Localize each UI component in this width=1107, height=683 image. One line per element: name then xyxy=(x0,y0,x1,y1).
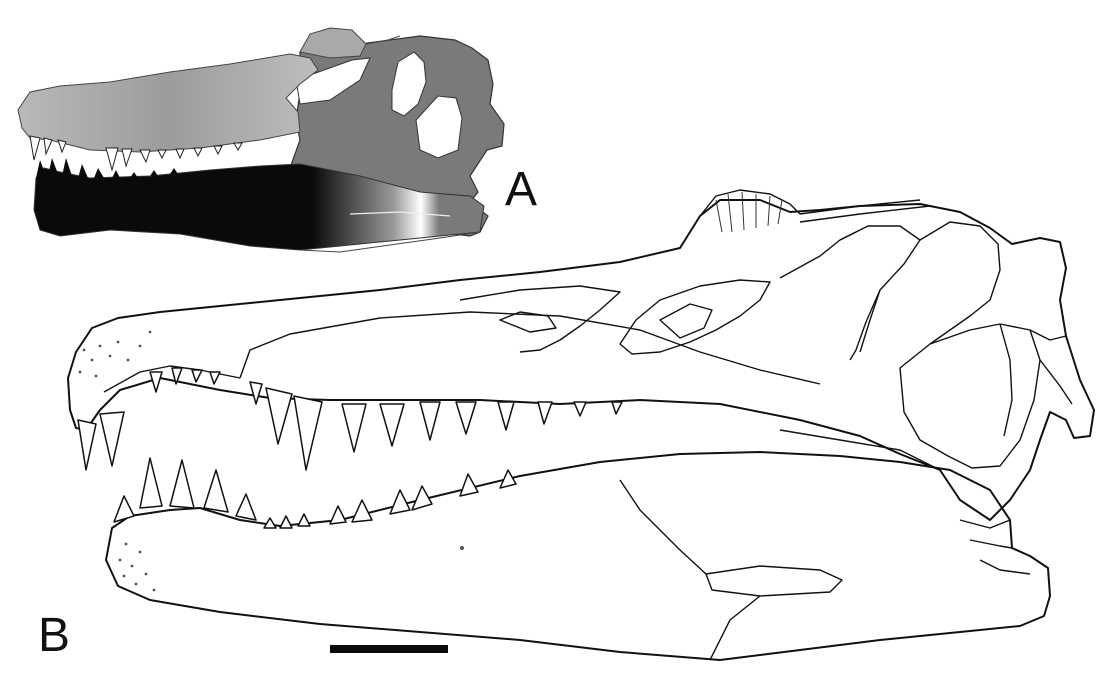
panel-b-maxilla-line xyxy=(239,311,821,385)
panel-b-quadrate xyxy=(1039,359,1073,441)
panel-b-skull xyxy=(67,189,1095,661)
panel-a-orbit xyxy=(391,51,427,117)
panel-b-maxillary-fenestra xyxy=(659,303,713,339)
panel-b-cranium xyxy=(67,199,1095,521)
panel-a-nasal-crest xyxy=(299,27,367,59)
panel-b-jugal xyxy=(779,289,941,471)
panel-b-surangular-line xyxy=(619,479,707,575)
panel-b-dentary-foramina xyxy=(118,542,156,592)
panel-b-postorbital xyxy=(919,221,1001,345)
panel-b-crest-ridges xyxy=(715,191,783,233)
panel-b-infratemporal-fenestra xyxy=(899,323,1041,469)
panel-a-jaw-line xyxy=(349,211,451,217)
panel-a-upper-teeth xyxy=(29,135,243,172)
panel-b-antorbital-fenestra xyxy=(619,279,771,355)
panel-b-articular xyxy=(959,519,1013,549)
panel-b-mandible xyxy=(105,451,1051,661)
panel-b-upper-teeth xyxy=(77,367,623,471)
panel-a-preserved-snout xyxy=(17,53,319,153)
panel-b-quadratojugal xyxy=(999,323,1067,437)
panel-a-lower-jaw xyxy=(33,163,485,251)
panel-a-crest-outline xyxy=(365,35,401,45)
panel-b-mandibular-fenestra xyxy=(705,565,843,597)
panel-b-lower-teeth xyxy=(113,457,517,529)
panel-label-b: B xyxy=(38,609,71,662)
panel-b-retroarticular xyxy=(979,559,1031,575)
panel-b-lacrimal xyxy=(459,231,857,353)
panel-b-orbit xyxy=(839,225,921,361)
panel-a-antorbital-fenestra xyxy=(295,57,371,105)
panel-b-nasal-line xyxy=(799,199,931,223)
scale-bar xyxy=(330,645,448,653)
panel-b-promaxillary xyxy=(499,311,557,333)
panel-b-nasal-crest xyxy=(699,189,801,217)
panel-b-speck xyxy=(460,546,464,550)
panel-b-angular-line xyxy=(709,595,761,661)
panel-a-temporal-fenestra xyxy=(415,95,463,159)
panel-a-skull xyxy=(17,27,505,253)
panel-a-jaw-outline xyxy=(299,231,481,253)
panel-label-a: A xyxy=(505,163,538,216)
panel-a-lower-teeth xyxy=(36,158,178,178)
panel-b-snout-foramina xyxy=(78,330,152,378)
